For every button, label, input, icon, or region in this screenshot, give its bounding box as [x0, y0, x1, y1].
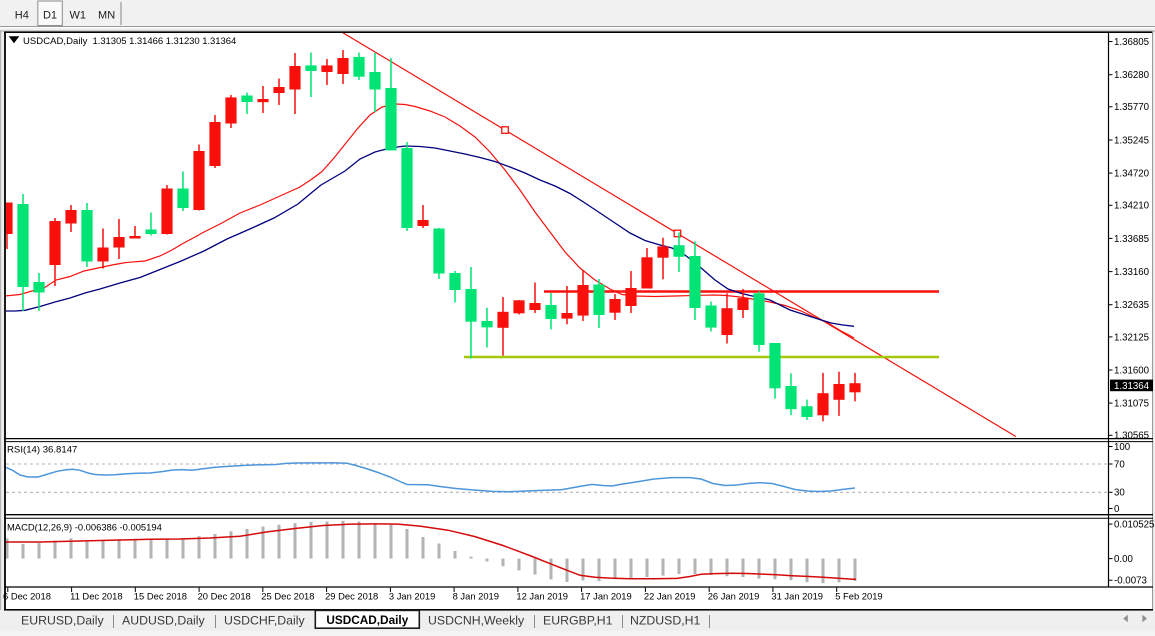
- svg-text:29 Dec 2018: 29 Dec 2018: [325, 591, 378, 602]
- svg-text:8 Jan 2019: 8 Jan 2019: [453, 591, 499, 602]
- svg-text:1.30565: 1.30565: [1114, 431, 1149, 442]
- svg-text:6 Dec 2018: 6 Dec 2018: [3, 591, 51, 602]
- svg-text:1.36280: 1.36280: [1114, 70, 1150, 81]
- svg-text:D1: D1: [43, 10, 57, 22]
- svg-text:3 Jan 2019: 3 Jan 2019: [389, 591, 435, 602]
- svg-text:MACD(12,26,9) -0.006386 -0.005: MACD(12,26,9) -0.006386 -0.005194: [7, 522, 162, 533]
- svg-text:22 Jan 2019: 22 Jan 2019: [644, 591, 696, 602]
- svg-text:11 Dec 2018: 11 Dec 2018: [70, 591, 122, 602]
- svg-text:1.31305 1.31466 1.31230 1.3136: 1.31305 1.31466 1.31230 1.31364: [93, 36, 237, 47]
- svg-text:26 Jan 2019: 26 Jan 2019: [708, 591, 760, 602]
- svg-text:1.31364: 1.31364: [1114, 381, 1150, 392]
- svg-text:17 Jan 2019: 17 Jan 2019: [580, 591, 632, 602]
- svg-text:NZDUSD,H1: NZDUSD,H1: [630, 613, 701, 627]
- svg-text:1.32125: 1.32125: [1114, 332, 1149, 343]
- svg-text:1.32635: 1.32635: [1114, 300, 1149, 311]
- svg-text:31 Jan 2019: 31 Jan 2019: [771, 591, 823, 602]
- svg-text:H4: H4: [15, 10, 29, 22]
- svg-text:1.33685: 1.33685: [1114, 234, 1149, 245]
- svg-text:USDCNH,Weekly: USDCNH,Weekly: [428, 613, 525, 627]
- svg-text:MN: MN: [98, 10, 115, 22]
- svg-text:1.31075: 1.31075: [1114, 399, 1149, 410]
- svg-text:1.31600: 1.31600: [1114, 365, 1150, 376]
- svg-text:15 Dec 2018: 15 Dec 2018: [134, 591, 187, 602]
- svg-text:USDCAD,Daily: USDCAD,Daily: [23, 36, 88, 47]
- svg-text:-0.0073: -0.0073: [1114, 576, 1147, 587]
- svg-text:5 Feb 2019: 5 Feb 2019: [835, 591, 882, 602]
- svg-text:30: 30: [1114, 488, 1125, 499]
- svg-text:USDCHF,Daily: USDCHF,Daily: [224, 613, 305, 627]
- svg-text:EURUSD,Daily: EURUSD,Daily: [21, 613, 105, 627]
- svg-text:0: 0: [1114, 504, 1120, 515]
- svg-text:USDCAD,Daily: USDCAD,Daily: [326, 613, 408, 627]
- svg-text:1.34210: 1.34210: [1114, 201, 1150, 212]
- svg-text:1.36805: 1.36805: [1114, 37, 1149, 48]
- svg-text:25 Dec 2018: 25 Dec 2018: [261, 591, 314, 602]
- svg-text:1.35245: 1.35245: [1114, 135, 1149, 146]
- svg-text:1.34720: 1.34720: [1114, 169, 1150, 180]
- svg-text:W1: W1: [69, 10, 86, 22]
- svg-text:1.35770: 1.35770: [1114, 102, 1150, 113]
- svg-text:EURGBP,H1: EURGBP,H1: [543, 613, 613, 627]
- svg-text:100: 100: [1114, 442, 1131, 453]
- svg-text:1.33160: 1.33160: [1114, 267, 1150, 278]
- svg-text:0.00: 0.00: [1114, 554, 1133, 565]
- svg-text:RSI(14) 36.8147: RSI(14) 36.8147: [7, 445, 77, 456]
- svg-text:12 Jan 2019: 12 Jan 2019: [516, 591, 568, 602]
- svg-text:70: 70: [1114, 459, 1125, 470]
- svg-text:0.010525: 0.010525: [1114, 520, 1154, 531]
- svg-text:AUDUSD,Daily: AUDUSD,Daily: [122, 613, 206, 627]
- svg-text:20 Dec 2018: 20 Dec 2018: [198, 591, 251, 602]
